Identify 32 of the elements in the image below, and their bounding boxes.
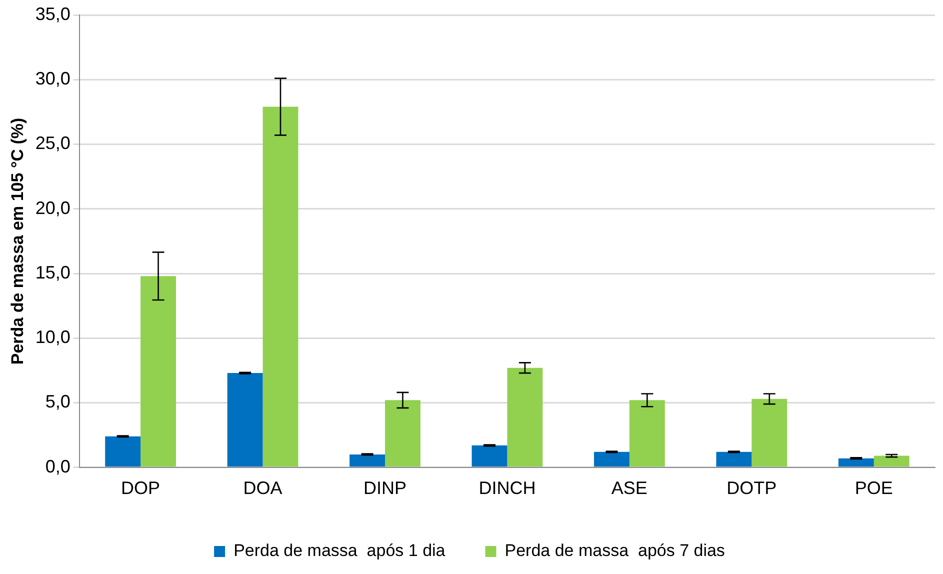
bar	[629, 400, 665, 467]
bar	[227, 373, 263, 467]
bar	[384, 400, 420, 467]
y-tick-label: 25,0	[35, 133, 70, 154]
y-tick-label: 10,0	[35, 327, 70, 348]
y-tick-label: 0,0	[45, 456, 70, 476]
x-tick-label: DOP	[121, 478, 160, 498]
x-tick-label: DINCH	[478, 478, 536, 498]
y-tick-label: 30,0	[35, 68, 70, 89]
x-tick-label: POE	[854, 478, 893, 498]
y-axis-title: Perda de massa em 105 °C (%)	[8, 118, 27, 365]
x-tick-label: DOA	[243, 478, 282, 498]
bar	[262, 106, 298, 467]
bar	[472, 445, 508, 467]
x-tick-label: ASE	[611, 478, 648, 498]
bar	[105, 436, 141, 467]
y-tick-label: 5,0	[45, 392, 70, 412]
bar	[838, 458, 874, 467]
y-tick-label: 20,0	[35, 198, 70, 218]
bar	[874, 456, 910, 467]
bar	[140, 276, 176, 467]
legend-label: Perda de massa após 1 dia	[234, 541, 446, 560]
bar	[716, 452, 752, 467]
bar	[507, 368, 543, 467]
bar	[594, 452, 630, 467]
y-tick-label: 15,0	[35, 262, 70, 282]
x-tick-label: DOTP	[726, 478, 777, 498]
legend-label: Perda de massa após 7 dias	[504, 541, 725, 560]
bar	[752, 398, 788, 467]
y-tick-label: 35,0	[35, 4, 70, 24]
bar	[350, 454, 385, 467]
x-tick-label: DINP	[363, 478, 406, 498]
